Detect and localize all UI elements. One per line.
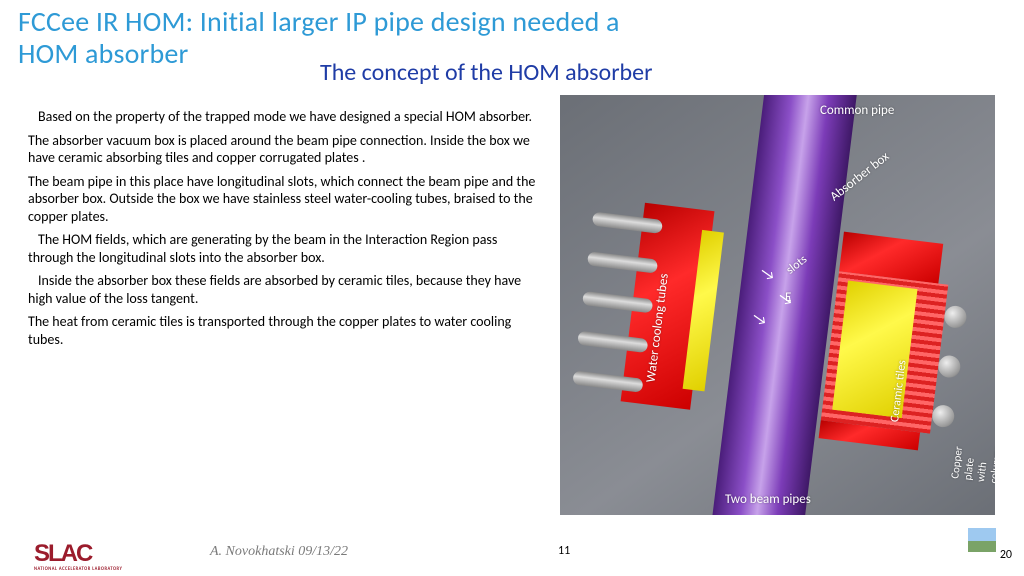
label-copper: Copper plate with columns xyxy=(948,441,995,485)
label-common-pipe: Common pipe xyxy=(820,103,894,118)
thumbnail-icon xyxy=(968,528,996,552)
absorber-right xyxy=(817,232,993,469)
tube-cap xyxy=(931,404,956,429)
label-two-pipes: Two beam pipes xyxy=(725,492,811,507)
diagram: Common pipe Absorber box slots E → → → W… xyxy=(560,95,995,515)
credit: A. Novokhatski 09/13/22 xyxy=(210,544,348,560)
page-number-left: 11 xyxy=(558,544,570,558)
page-number-right: 20 xyxy=(1000,548,1012,562)
para-2: The absorber vacuum box is placed around… xyxy=(28,132,540,167)
slide: { "title": { "text": "FCCee IR HOM: Init… xyxy=(0,0,1024,576)
slide-subtitle: The concept of the HOM absorber xyxy=(320,58,652,87)
logo-subtitle: NATIONAL ACCELERATOR LABORATORY xyxy=(34,567,122,572)
para-4: The HOM fields, which are generating by … xyxy=(28,231,540,266)
logo: SLAC xyxy=(34,540,91,568)
para-6: The heat from ceramic tiles is transport… xyxy=(28,313,540,348)
footer: SLAC NATIONAL ACCELERATOR LABORATORY A. … xyxy=(0,536,1024,570)
para-3: The beam pipe in this place have longitu… xyxy=(28,173,540,226)
body-text: Based on the property of the trapped mod… xyxy=(28,108,540,354)
para-1: Based on the property of the trapped mod… xyxy=(28,108,540,126)
tube-cap xyxy=(943,305,968,330)
tube-cap xyxy=(937,354,962,379)
para-5: Inside the absorber box these fields are… xyxy=(28,272,540,307)
